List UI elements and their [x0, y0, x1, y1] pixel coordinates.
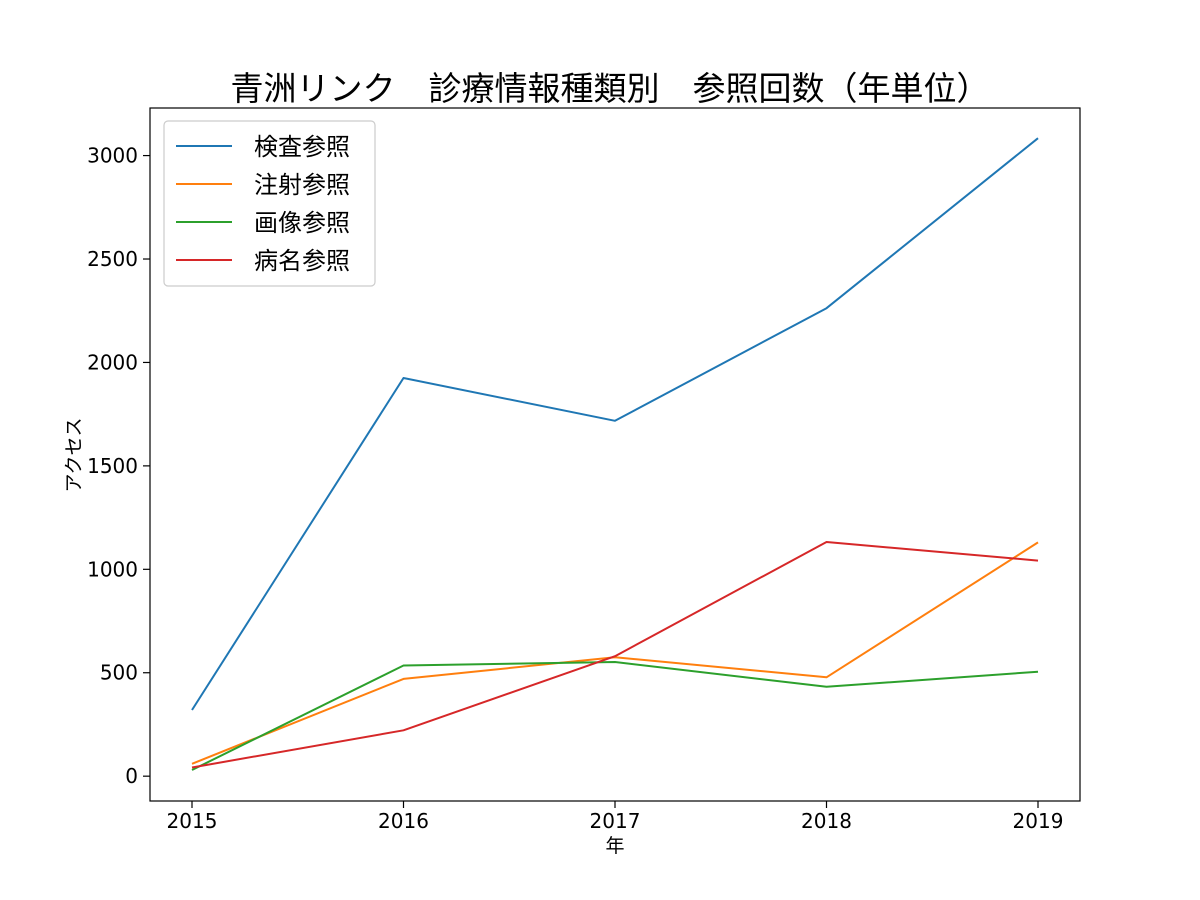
y-tick-label: 500: [100, 661, 138, 685]
chart-title: 青洲リンク 診療情報種類別 参照回数（年単位）: [231, 69, 990, 108]
series-line-4: [191, 541, 1039, 769]
legend-label: 注射参照: [254, 171, 350, 199]
x-axis-label: 年: [605, 835, 624, 857]
series-line-1: [191, 137, 1039, 711]
x-axis: 2015 2016 2017 2018 2019: [167, 801, 1064, 833]
legend-label: 病名参照: [254, 247, 350, 275]
series-lines: [191, 137, 1039, 771]
y-tick-label: 3000: [87, 144, 138, 168]
x-tick-label: 2018: [801, 809, 852, 833]
x-tick-label: 2016: [378, 809, 429, 833]
y-tick-label: 2000: [87, 350, 138, 374]
x-tick-label: 2015: [167, 809, 218, 833]
y-axis-label: アクセス: [63, 417, 85, 492]
x-tick-label: 2017: [590, 809, 641, 833]
legend-box: [163, 120, 376, 287]
x-tick-label: 2019: [1013, 809, 1064, 833]
y-tick-label: 0: [125, 764, 138, 788]
legend-label: 画像参照: [254, 209, 350, 237]
series-line-3: [191, 661, 1039, 771]
y-axis: 0 500 1000 1500 2000 2500 3000: [87, 144, 150, 788]
legend-label: 検査参照: [254, 133, 350, 161]
y-tick-label: 2500: [87, 247, 138, 271]
y-tick-label: 1500: [87, 454, 138, 478]
y-tick-label: 1000: [87, 557, 138, 581]
